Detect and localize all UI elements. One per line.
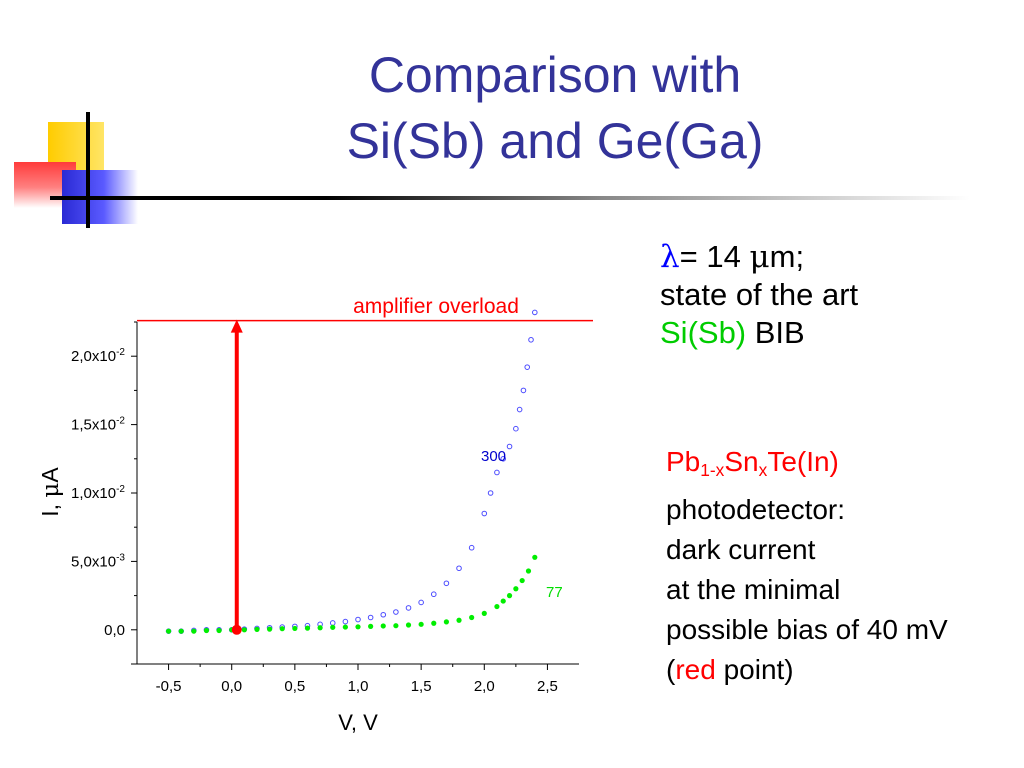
point-300 <box>524 364 531 370</box>
point-77 <box>191 628 197 634</box>
point-300 <box>393 609 399 615</box>
point-300 <box>405 605 412 611</box>
point-77 <box>418 621 424 627</box>
note-line-1: photodetector: <box>666 494 846 526</box>
note-line-3: at the minimal <box>666 574 841 606</box>
point-77 <box>342 624 348 630</box>
logo-vertical-line <box>86 112 90 228</box>
x-tick-label: -0,5 <box>156 678 182 695</box>
point-300 <box>532 309 538 316</box>
x-axis-label: V, V <box>338 710 378 735</box>
y-axis-label: I, μA <box>37 467 64 517</box>
point-77 <box>431 620 437 626</box>
point-300 <box>520 387 527 394</box>
point-77 <box>405 622 412 628</box>
x-tick-label: 1,5 <box>411 678 432 695</box>
point-77 <box>393 623 399 629</box>
point-77 <box>481 610 487 616</box>
point-300 <box>468 544 475 551</box>
point-77 <box>494 603 500 610</box>
chart-series <box>165 309 538 634</box>
point-300 <box>355 616 361 623</box>
point-77 <box>216 627 222 634</box>
point-77 <box>304 625 311 631</box>
point-300 <box>506 443 513 450</box>
point-77 <box>203 627 210 634</box>
point-300 <box>513 425 519 432</box>
note-line-5: (red point) <box>666 654 794 686</box>
y-tick-label: 1,5x10-2 <box>71 416 125 434</box>
point-77 <box>469 614 475 621</box>
point-77 <box>368 623 374 629</box>
point-77 <box>254 626 260 632</box>
point-77 <box>443 619 449 625</box>
point-77 <box>178 628 184 634</box>
point-77 <box>279 626 285 632</box>
sisb-line: Si(Sb) BIB <box>660 315 805 350</box>
point-300 <box>329 620 336 626</box>
point-300 <box>500 456 507 462</box>
x-tick-label: 2,0 <box>474 678 495 695</box>
state-of-art-line: state of the art <box>660 277 859 312</box>
point-300 <box>430 591 437 598</box>
point-300 <box>516 406 523 413</box>
slide-title: Comparison with Si(Sb) and Ge(Ga) <box>230 42 880 174</box>
point-77 <box>506 593 513 599</box>
point-77 <box>532 554 538 560</box>
point-77 <box>267 626 273 632</box>
y-tick-label: 5,0x10-3 <box>71 552 125 570</box>
chart-ticks: -0,5 0,0 0,5 1,0 1,5 2,0 2,5 0,0 5,0x10-3 1,0x10-… <box>71 321 558 695</box>
point-300 <box>481 510 488 517</box>
point-77 <box>241 627 247 633</box>
overload-label: amplifier overload <box>353 295 519 318</box>
point-300 <box>443 580 450 587</box>
wavelength-note: λ= 14 μm; state of the art Si(Sb) BIB <box>660 238 858 352</box>
point-77 <box>317 625 323 631</box>
x-tick-label: 0,0 <box>221 678 242 695</box>
lambda-symbol: λ <box>660 239 680 275</box>
point-77 <box>355 624 361 630</box>
point-77 <box>500 598 506 604</box>
point-77 <box>292 625 298 632</box>
x-tick-label: 2,5 <box>537 678 558 695</box>
mu-symbol: μ <box>749 239 770 275</box>
x-tick-label: 1,0 <box>348 678 369 695</box>
point-300 <box>494 469 500 476</box>
y-tick-label: 0,0 <box>104 622 125 639</box>
note-line-2: dark current <box>666 534 816 566</box>
point-300 <box>380 611 387 618</box>
point-77 <box>165 628 172 634</box>
point-300 <box>528 336 534 343</box>
y-tick-label: 2,0x10-2 <box>71 347 125 365</box>
title-line-2: Si(Sb) and Ge(Ga) <box>346 113 764 169</box>
point-300 <box>367 614 374 621</box>
y-tick-label: 1,0x10-2 <box>71 484 125 502</box>
chart-axes <box>136 322 579 665</box>
series-300-label: 300 <box>481 448 506 465</box>
point-300 <box>342 618 349 625</box>
material-formula: Pb1-xSnxTe(In) <box>666 446 839 481</box>
point-77 <box>519 577 525 584</box>
point-300 <box>487 490 494 496</box>
point-77 <box>525 568 532 574</box>
point-77 <box>513 586 519 592</box>
note-line-4: possible bias of 40 mV <box>666 614 948 646</box>
arrow-head <box>230 319 243 333</box>
point-77 <box>330 624 336 630</box>
wavelength-line: λ= 14 μm; <box>660 239 805 275</box>
point-77 <box>456 617 462 623</box>
point-300 <box>418 599 424 606</box>
title-line-1: Comparison with <box>368 47 742 103</box>
arrow-group <box>230 319 243 635</box>
red-point <box>231 624 242 635</box>
series-77-label: 77 <box>546 584 563 601</box>
photodetector-note: Pb1-xSnxTe(In) photodetector: dark curre… <box>666 442 948 690</box>
point-77 <box>380 623 386 629</box>
sisb-text: Si(Sb) <box>660 315 747 350</box>
x-tick-label: 0,5 <box>284 678 305 695</box>
logo-horizontal-line <box>50 196 970 200</box>
point-300 <box>456 565 462 572</box>
